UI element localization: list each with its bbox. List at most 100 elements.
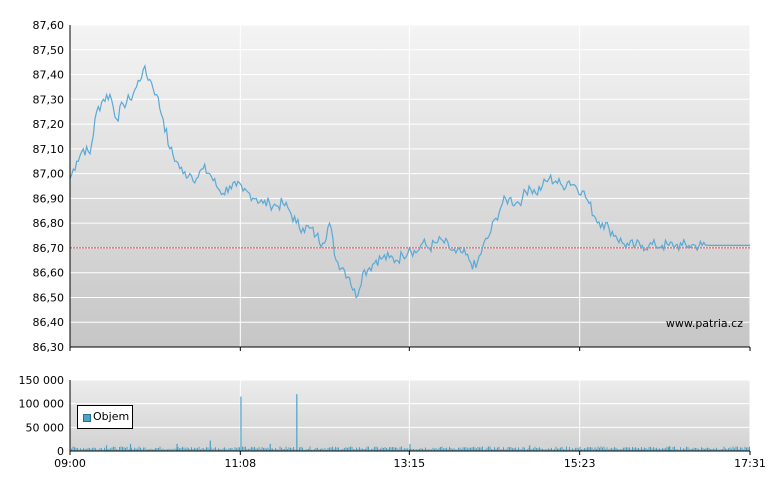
volume-bar bbox=[320, 448, 321, 451]
volume-bar bbox=[224, 447, 225, 451]
volume-bar bbox=[614, 446, 615, 451]
volume-bar bbox=[137, 448, 138, 451]
volume-bar bbox=[611, 447, 612, 451]
price-y-tick-label: 87,50 bbox=[33, 44, 65, 57]
volume-bar bbox=[713, 448, 714, 451]
volume-bar bbox=[479, 447, 480, 451]
volume-bar bbox=[383, 447, 384, 451]
volume-bar bbox=[77, 448, 78, 451]
volume-bar bbox=[315, 447, 317, 451]
volume-bar bbox=[708, 448, 710, 451]
volume-bar bbox=[585, 448, 587, 451]
volume-bar bbox=[104, 447, 105, 451]
price-panel: 86,30 86,40 86,50 86,60 86,70 86,80 86,90 87,00… bbox=[33, 19, 751, 354]
volume-bar bbox=[638, 447, 639, 451]
volume-plot-background bbox=[70, 380, 750, 451]
volume-bar bbox=[635, 447, 636, 451]
volume-bar bbox=[362, 448, 363, 451]
volume-bar bbox=[209, 449, 210, 451]
x-tick-label: 17:31 bbox=[734, 457, 766, 470]
price-y-tick-label: 86,70 bbox=[33, 242, 65, 255]
volume-bar bbox=[321, 448, 323, 451]
volume-bar bbox=[636, 448, 638, 451]
price-y-tick-label: 86,40 bbox=[33, 316, 65, 329]
volume-bar bbox=[554, 449, 555, 451]
volume-bar bbox=[545, 449, 546, 451]
volume-bar bbox=[606, 447, 608, 451]
volume-bar bbox=[180, 448, 182, 451]
volume-bar bbox=[149, 449, 150, 451]
volume-bar bbox=[177, 447, 179, 451]
volume-bar bbox=[624, 447, 626, 451]
volume-bar bbox=[692, 448, 693, 451]
volume-bar bbox=[605, 449, 606, 451]
volume-bar bbox=[650, 446, 651, 451]
volume-bar bbox=[141, 449, 143, 451]
volume-bar bbox=[576, 447, 578, 451]
volume-bar bbox=[174, 448, 176, 451]
volume-bar bbox=[695, 448, 696, 451]
volume-bar bbox=[437, 449, 438, 451]
volume-bar bbox=[405, 448, 407, 451]
volume-bar bbox=[657, 448, 659, 451]
volume-bar bbox=[564, 449, 566, 451]
volume-bar bbox=[690, 448, 692, 451]
volume-bar bbox=[83, 448, 84, 451]
volume-bar bbox=[644, 447, 645, 451]
volume-bar bbox=[248, 448, 249, 451]
volume-bar bbox=[645, 448, 647, 451]
volume-bar bbox=[296, 394, 298, 451]
volume-bar bbox=[567, 449, 569, 451]
volume-bar bbox=[536, 447, 537, 451]
volume-bar bbox=[476, 448, 477, 451]
volume-bar bbox=[480, 447, 482, 451]
volume-bar bbox=[435, 448, 437, 451]
volume-bar bbox=[270, 448, 272, 451]
volume-bar bbox=[455, 449, 456, 451]
volume-bar bbox=[291, 448, 293, 451]
volume-bar bbox=[390, 447, 392, 451]
volume-y-tick-label: 100 000 bbox=[19, 398, 65, 411]
volume-bar bbox=[705, 448, 707, 451]
volume-bar bbox=[128, 449, 129, 451]
volume-bar bbox=[449, 446, 450, 451]
volume-bar bbox=[209, 440, 211, 451]
volume-bar bbox=[671, 449, 672, 451]
volume-bar bbox=[468, 447, 470, 451]
volume-bar bbox=[668, 447, 669, 451]
volume-bar bbox=[429, 449, 431, 451]
volume-bar bbox=[243, 447, 245, 451]
volume-bar bbox=[392, 447, 393, 451]
volume-bar bbox=[354, 449, 356, 451]
volume-bar bbox=[222, 448, 224, 451]
volume-bar bbox=[474, 447, 476, 451]
volume-bar bbox=[725, 448, 726, 451]
volume-bar bbox=[557, 448, 558, 451]
volume-bar bbox=[267, 447, 269, 451]
volume-bar bbox=[497, 447, 498, 451]
volume-legend: Objem bbox=[77, 405, 133, 429]
volume-bar bbox=[584, 448, 585, 451]
volume-bar bbox=[110, 448, 111, 451]
volume-bar bbox=[342, 448, 344, 451]
volume-bar bbox=[582, 449, 584, 451]
volume-bar bbox=[120, 446, 122, 451]
volume-bar bbox=[558, 448, 560, 451]
volume-bar bbox=[171, 448, 173, 451]
volume-bar bbox=[134, 447, 135, 451]
volume-bar bbox=[581, 449, 582, 451]
volume-bar bbox=[183, 447, 185, 451]
volume-bar bbox=[618, 449, 620, 451]
volume-bar bbox=[446, 447, 447, 451]
volume-bar bbox=[239, 447, 240, 451]
price-y-tick-label: 86,60 bbox=[33, 267, 65, 280]
volume-bar bbox=[245, 446, 246, 451]
volume-bar bbox=[161, 449, 162, 451]
volume-bar bbox=[374, 447, 375, 451]
volume-bar bbox=[377, 447, 378, 451]
volume-bar bbox=[555, 446, 557, 451]
volume-bar bbox=[428, 449, 429, 451]
volume-bar bbox=[396, 447, 398, 451]
volume-bar bbox=[125, 447, 126, 451]
volume-bar bbox=[615, 447, 617, 451]
